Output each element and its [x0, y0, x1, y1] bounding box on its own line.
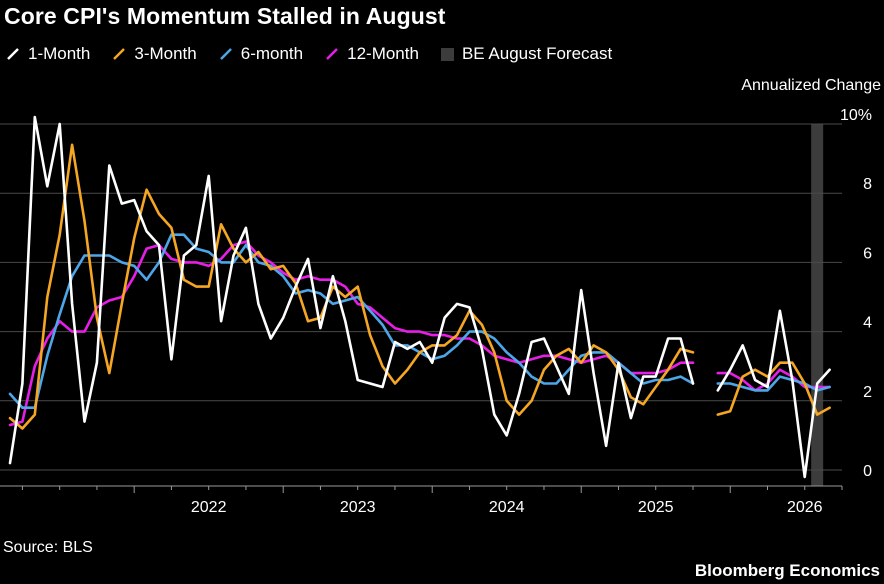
- y-tick-label: 4: [863, 315, 872, 332]
- legend-item-3-month: 3-Month: [112, 44, 197, 64]
- x-tick-label: 2023: [340, 499, 376, 516]
- y-tick-label: 2: [863, 384, 872, 401]
- legend-line-icon: [113, 48, 126, 60]
- legend-line-12-month: [326, 48, 339, 60]
- forecast-band: [811, 124, 824, 486]
- x-tick-label: 2024: [489, 499, 525, 516]
- legend-item-1-month: 1-Month: [6, 44, 90, 64]
- legend-label-1-month: 1-Month: [28, 44, 91, 63]
- legend-line-icon: [219, 48, 232, 60]
- chart-title: Core CPI's Momentum Stalled in August: [4, 3, 446, 29]
- x-tick-label: 2026: [787, 499, 823, 516]
- legend-box-icon: [440, 47, 454, 61]
- legend-line-icon: [7, 48, 19, 60]
- legend: 1-Month 3-Month 6-month 12-Month BE Augu…: [6, 44, 634, 64]
- y-tick-label: 8: [863, 176, 872, 193]
- x-tick-label: 2022: [191, 499, 227, 516]
- y-tick-label: 10%: [840, 107, 872, 124]
- legend-line-1-month: [7, 48, 19, 60]
- legend-label-12-month: 12-Month: [347, 44, 419, 63]
- y-tick-label: 0: [863, 463, 872, 480]
- legend-label-forecast: BE August Forecast: [461, 44, 613, 63]
- brand-logo-text: Bloomberg Economics: [694, 561, 880, 580]
- series-line-1-month: [8, 115, 831, 479]
- series-line-12-month: [8, 240, 831, 427]
- legend-line-3-month: [113, 48, 126, 60]
- source-note: Source: BLS: [3, 539, 93, 556]
- legend-item-12-month: 12-Month: [325, 44, 419, 64]
- legend-line-6-month: [219, 48, 232, 60]
- y-tick-label: 6: [863, 245, 872, 262]
- series-line-6-month: [8, 233, 831, 409]
- x-tick-label: 2025: [638, 499, 674, 516]
- series-line-3-month: [8, 143, 831, 430]
- y-axis-unit-label: Annualized Change: [741, 77, 881, 94]
- legend-label-6-month: 6-month: [240, 44, 304, 63]
- legend-label-3-month: 3-Month: [134, 44, 197, 63]
- legend-line-icon: [326, 48, 339, 60]
- legend-item-6-month: 6-month: [219, 44, 303, 64]
- legend-item-forecast: BE August Forecast: [440, 44, 613, 64]
